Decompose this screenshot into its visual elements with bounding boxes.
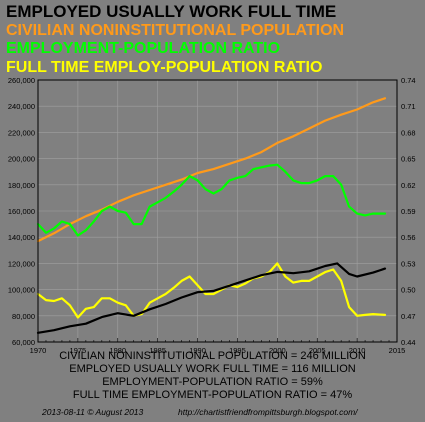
stat-population: CIVILIAN NONINSTITUTIONAL POPULATION = 2…: [59, 350, 366, 362]
right-tick-label: 0.59: [401, 207, 416, 216]
left-tick-label: 120,000: [8, 259, 35, 268]
x-tick-label: 1970: [30, 346, 47, 355]
x-tick-label: 1985: [149, 346, 166, 355]
x-tick-label: 2000: [269, 346, 286, 355]
footer-url: http://chartistfriendfrompittsburgh.blog…: [178, 407, 358, 417]
left-tick-label: 160,000: [8, 207, 35, 216]
left-tick-label: 60,000: [12, 338, 35, 347]
footer-date: 2013-08-11 © August 2013: [42, 407, 144, 417]
series-layer: [36, 97, 387, 334]
left-tick-label: 80,000: [12, 312, 35, 321]
x-tick-label: 1995: [229, 346, 246, 355]
stat-ep-ratio: EMPLOYMENT-POPULATION RATIO = 59%: [102, 376, 323, 388]
left-tick-label: 140,000: [8, 233, 35, 242]
grid: [37, 79, 398, 343]
left-tick-label: 240,000: [8, 102, 35, 111]
right-tick-label: 0.44: [401, 338, 416, 347]
right-tick-label: 0.65: [401, 155, 416, 164]
plot-frame: [37, 79, 398, 343]
right-tick-label: 0.53: [401, 259, 416, 268]
x-tick-label: 1975: [70, 346, 87, 355]
axes: 60,000 0.44 80,000 0.47 100,000 0.50 120,000 0.…: [8, 76, 416, 355]
right-tick-label: 0.47: [401, 312, 416, 321]
chart-title: EMPLOYED USUALLY WORK FULL TIME: [6, 2, 337, 21]
stat-ft-ratio: FULL TIME EMPLOYMENT-POPULATION RATIO = …: [72, 389, 353, 401]
subtitle-ep-ratio: EMPLOYMENT-POPULATION RATIO: [6, 40, 281, 57]
series-line-full_time: [36, 262, 387, 334]
left-tick-label: 220,000: [8, 128, 35, 137]
subtitle-ft-ratio: FULL TIME EMPLOY-POPULATION RATIO: [6, 59, 323, 76]
subtitle-population: CIVILIAN NONINSTITUTIONAL POPULATION: [6, 22, 345, 39]
left-tick-label: 180,000: [8, 181, 35, 190]
right-tick-label: 0.74: [401, 76, 416, 85]
right-tick-label: 0.50: [401, 286, 416, 295]
x-tick-label: 2005: [309, 346, 326, 355]
x-tick-label: 2010: [349, 346, 366, 355]
right-tick-label: 0.56: [401, 233, 416, 242]
left-tick-label: 100,000: [8, 286, 35, 295]
left-tick-label: 200,000: [8, 155, 35, 164]
x-tick-label: 2015: [389, 346, 406, 355]
x-tick-label: 1980: [109, 346, 126, 355]
stat-full-time: EMPLOYED USUALLY WORK FULL TIME = 116 MI…: [69, 363, 356, 375]
x-tick-label: 1990: [189, 346, 206, 355]
series-line-ft_ratio: [36, 262, 387, 319]
right-tick-label: 0.62: [401, 181, 416, 190]
series-line-ep_ratio: [36, 163, 387, 237]
right-tick-label: 0.71: [401, 102, 416, 111]
right-tick-label: 0.68: [401, 128, 416, 137]
series-line-population: [36, 97, 387, 243]
left-tick-label: 260,000: [8, 76, 35, 85]
